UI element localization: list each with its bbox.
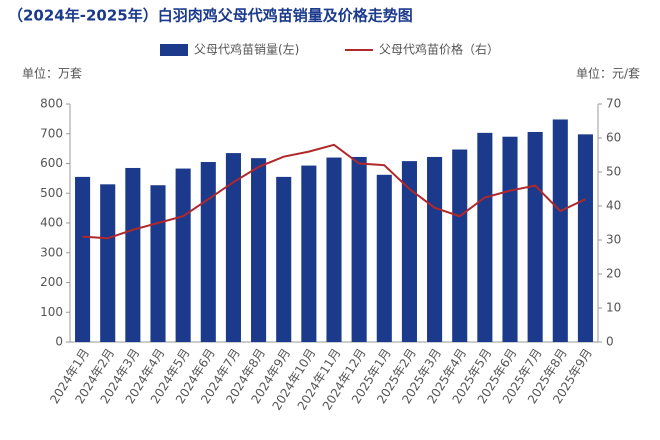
bar	[225, 153, 241, 342]
y-tick-label: 100	[40, 305, 63, 319]
y-tick-label: 600	[40, 156, 63, 170]
y2-tick-label: 30	[606, 233, 621, 247]
y2-tick-label: 10	[606, 301, 621, 315]
bar	[150, 185, 166, 342]
bar	[552, 119, 568, 342]
y-tick-label: 800	[40, 97, 63, 111]
legend-swatch	[160, 44, 188, 56]
bar	[251, 158, 267, 342]
bar	[200, 162, 216, 342]
line	[82, 143, 586, 240]
y-axis-label: 单位：万套	[22, 66, 82, 81]
y2-tick-label: 50	[606, 165, 621, 179]
bar	[527, 131, 543, 342]
y-tick-label: 200	[40, 275, 63, 289]
bar	[351, 156, 367, 342]
bar	[577, 134, 593, 342]
bar	[477, 132, 493, 342]
bar	[276, 176, 292, 342]
y2-axis-label: 单位：元/套	[576, 66, 640, 81]
bar	[401, 161, 417, 342]
y2-tick-label: 40	[606, 199, 621, 213]
y-tick-label: 0	[55, 335, 63, 349]
bar	[376, 174, 392, 342]
y2-tick-label: 60	[606, 131, 621, 145]
y-tick-label: 400	[40, 216, 63, 230]
y-tick-label: 500	[40, 186, 63, 200]
bar	[175, 168, 191, 342]
bar	[125, 167, 141, 342]
y2-tick-label: 20	[606, 267, 621, 281]
legend-label: 父母代鸡苗销量(左)	[194, 42, 299, 57]
chart-title: （2024年-2025年）白羽肉鸡父母代鸡苗销量及价格走势图	[8, 7, 413, 25]
legend-label: 父母代鸡苗价格（右）	[379, 42, 499, 57]
bar	[427, 156, 443, 342]
bar	[100, 184, 116, 342]
y-tick-label: 700	[40, 126, 63, 140]
bar	[326, 157, 342, 342]
y-tick-label: 300	[40, 245, 63, 259]
bar	[301, 165, 317, 342]
y2-tick-label: 0	[606, 335, 614, 349]
bar	[75, 176, 91, 342]
y2-tick-label: 70	[606, 97, 621, 111]
bar	[452, 149, 468, 342]
bar	[502, 136, 518, 342]
